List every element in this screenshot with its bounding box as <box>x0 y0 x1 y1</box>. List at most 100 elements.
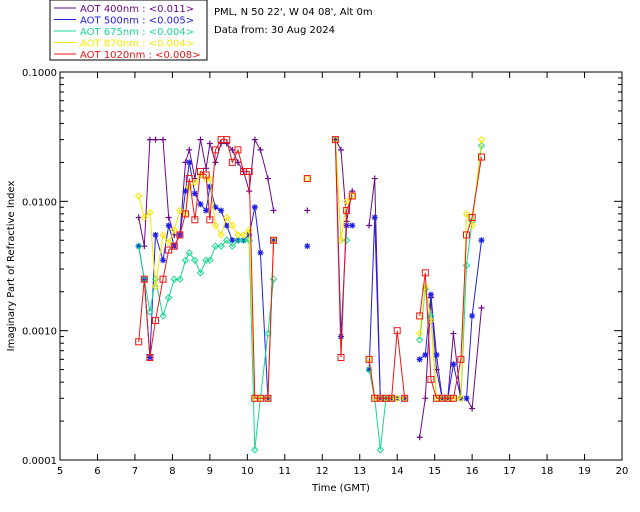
data-point <box>264 175 271 182</box>
data-point <box>135 243 142 250</box>
data-point <box>343 206 351 214</box>
data-point <box>433 351 440 358</box>
data-point <box>462 210 471 218</box>
axis-ticks: 5 6 7 8 9 10 11 12 13 14 15 16 17 18 19 20 0.0001 0.0010 0… <box>22 68 628 477</box>
data-point <box>371 175 378 182</box>
series-line <box>368 369 405 450</box>
data-point <box>239 236 248 244</box>
x-tick-label: 10 <box>241 466 254 477</box>
data-point <box>270 207 277 214</box>
x-tick-label: 9 <box>207 466 213 477</box>
data-point <box>393 394 401 402</box>
data-point <box>202 171 210 179</box>
data-point <box>337 236 345 244</box>
data-point <box>422 395 429 402</box>
data-point <box>206 183 213 190</box>
data-point <box>331 136 339 144</box>
data-point <box>342 197 351 206</box>
data-point <box>270 236 278 244</box>
data-point <box>469 405 476 412</box>
data-point <box>234 159 241 166</box>
data-point <box>152 136 159 143</box>
x-tick-label: 17 <box>503 466 516 477</box>
data-point <box>421 269 429 277</box>
x-tick-label: 14 <box>391 466 404 477</box>
x-tick-label: 12 <box>316 466 329 477</box>
data-point <box>191 175 198 182</box>
data-point <box>165 246 173 254</box>
data-point <box>212 204 219 211</box>
data-point <box>165 222 172 229</box>
data-point <box>203 207 210 214</box>
data-point <box>468 213 476 221</box>
data-point <box>239 231 248 239</box>
data-point <box>229 237 236 244</box>
x-tick-label: 13 <box>353 466 366 477</box>
data-point <box>269 275 278 283</box>
data-point <box>140 213 149 222</box>
series-line <box>138 137 275 247</box>
data-point <box>338 333 344 340</box>
data-point <box>165 214 172 221</box>
series-line <box>368 178 405 399</box>
series-line <box>419 156 482 399</box>
data-point <box>478 237 485 244</box>
data-point <box>415 329 424 338</box>
data-point <box>228 158 236 166</box>
y-axis-label: Imaginary Part of Refractive Index <box>6 181 17 352</box>
data-point <box>477 141 486 150</box>
data-point <box>146 208 154 217</box>
data-point <box>176 275 184 283</box>
data-point <box>469 312 476 319</box>
data-point <box>457 355 465 363</box>
data-point <box>159 231 167 239</box>
legend-entry: AOT 400nm : <0.011> <box>80 4 194 15</box>
data-point <box>160 136 167 143</box>
data-point <box>182 210 190 218</box>
data-point <box>223 222 230 229</box>
data-point <box>365 365 373 374</box>
series-1 <box>135 136 485 441</box>
series-line <box>368 330 406 399</box>
x-axis-label: Time (GMT) <box>311 483 370 494</box>
data-point <box>234 146 242 154</box>
data-point <box>211 146 219 154</box>
data-point <box>450 330 457 337</box>
data-point <box>191 190 198 197</box>
data-point <box>146 136 153 143</box>
data-point <box>245 168 253 176</box>
data-point <box>257 249 264 256</box>
y-tick-label: 0.0100 <box>22 197 57 208</box>
data-point <box>164 293 173 302</box>
data-point <box>229 146 236 153</box>
data-point <box>164 238 173 247</box>
data-point <box>257 146 264 153</box>
x-tick-label: 11 <box>278 466 291 477</box>
data-point <box>366 222 373 229</box>
data-point <box>416 434 423 441</box>
data-point <box>170 242 178 250</box>
y-tick-label: 0.0010 <box>22 327 57 338</box>
data-point <box>251 136 258 143</box>
x-tick-label: 20 <box>616 466 629 477</box>
data-point <box>415 336 424 344</box>
x-tick-label: 8 <box>169 466 175 477</box>
data-point <box>449 394 457 402</box>
data-point <box>478 304 485 311</box>
data-point <box>196 269 205 277</box>
data-point <box>304 207 311 214</box>
data-point <box>217 231 225 239</box>
plot-frame <box>59 71 623 461</box>
legend-box <box>49 0 208 61</box>
data-point <box>186 159 193 166</box>
series-line <box>334 139 353 358</box>
legend-entry: AOT 870nm : <0.004> <box>80 39 194 50</box>
data-point <box>245 226 253 234</box>
data-point <box>376 446 385 454</box>
legend-entry: AOT 500nm : <0.005> <box>80 16 194 27</box>
data-point <box>152 316 160 324</box>
date-label: Data from: 30 Aug 2024 <box>214 25 335 36</box>
x-tick-label: 5 <box>57 466 63 477</box>
x-tick-label: 16 <box>466 466 479 477</box>
data-point <box>160 257 167 264</box>
